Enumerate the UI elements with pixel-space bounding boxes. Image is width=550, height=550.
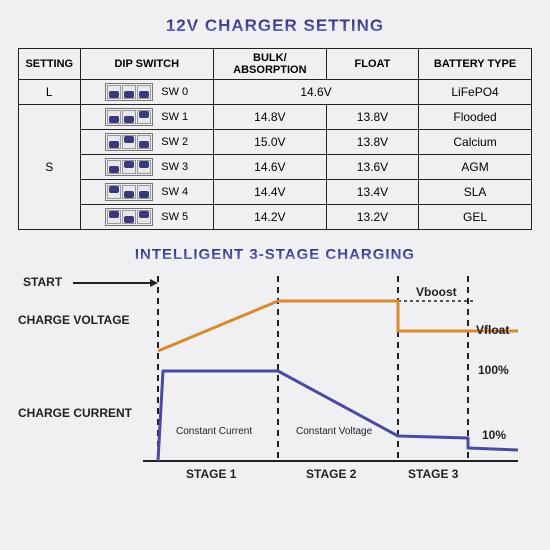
chart-title: INTELLIGENT 3-STAGE CHARGING xyxy=(18,246,532,263)
sw-label: SW 0 xyxy=(161,86,188,98)
float-cell: 13.6V xyxy=(326,155,418,180)
constant-voltage-label: Constant Voltage xyxy=(296,426,372,437)
float-cell: 13.2V xyxy=(326,205,418,230)
bulk-cell: 14.4V xyxy=(213,180,326,205)
vboost-label: Vboost xyxy=(416,285,457,299)
col-header: BATTERY TYPE xyxy=(419,49,532,80)
sw-label: SW 2 xyxy=(161,136,188,148)
bulk-cell: 14.6V xyxy=(213,155,326,180)
sw-label: SW 3 xyxy=(161,161,188,173)
charge-voltage-label: CHARGE VOLTAGE xyxy=(18,313,130,327)
pct-10-label: 10% xyxy=(482,428,506,442)
table-row: SSW 114.8V13.8VFlooded xyxy=(19,105,532,130)
battery-cell: GEL xyxy=(419,205,532,230)
table-row: L SW 0 14.6VLiFePO4 xyxy=(19,80,532,105)
battery-cell: AGM xyxy=(419,155,532,180)
constant-current-label: Constant Current xyxy=(176,426,252,437)
battery-cell: Calcium xyxy=(419,130,532,155)
charge-current-label: CHARGE CURRENT xyxy=(18,406,132,420)
stage-3-label: STAGE 3 xyxy=(408,467,458,481)
dip-switch-icon xyxy=(105,133,153,151)
dip-switch-icon xyxy=(105,158,153,176)
table-row: SW 4 14.4V13.4VSLA xyxy=(19,180,532,205)
bulk-cell: 14.2V xyxy=(213,205,326,230)
sw-label: SW 4 xyxy=(161,186,188,198)
dip-cell: SW 0 xyxy=(83,83,211,101)
sw-label: SW 5 xyxy=(161,211,188,223)
dip-switch-icon xyxy=(105,183,153,201)
battery-cell: SLA xyxy=(419,180,532,205)
bulk-cell: 15.0V xyxy=(213,130,326,155)
setting-cell: L xyxy=(19,80,81,105)
float-cell: 13.8V xyxy=(326,130,418,155)
bulk-cell: 14.8V xyxy=(213,105,326,130)
bulk-float-cell: 14.6V xyxy=(213,80,418,105)
charger-settings-table: SETTINGDIP SWITCHBULK/ ABSORPTIONFLOATBA… xyxy=(18,48,532,230)
table-row: SW 2 15.0V13.8VCalcium xyxy=(19,130,532,155)
col-header: SETTING xyxy=(19,49,81,80)
battery-cell: LiFePO4 xyxy=(419,80,532,105)
dip-switch-icon xyxy=(105,83,153,101)
battery-cell: Flooded xyxy=(419,105,532,130)
float-cell: 13.8V xyxy=(326,105,418,130)
dip-cell: SW 1 xyxy=(83,108,211,126)
dip-switch-icon xyxy=(105,108,153,126)
pct-100-label: 100% xyxy=(478,363,509,377)
dip-switch-icon xyxy=(105,208,153,226)
float-cell: 13.4V xyxy=(326,180,418,205)
dip-cell: SW 2 xyxy=(83,133,211,151)
sw-label: SW 1 xyxy=(161,111,188,123)
table-row: SW 3 14.6V13.6VAGM xyxy=(19,155,532,180)
dip-cell: SW 3 xyxy=(83,158,211,176)
table-row: SW 5 14.2V13.2VGEL xyxy=(19,205,532,230)
setting-cell: S xyxy=(19,105,81,230)
table-title: 12V CHARGER SETTING xyxy=(18,16,532,36)
col-header: FLOAT xyxy=(326,49,418,80)
vfloat-label: Vfloat xyxy=(476,323,509,337)
dip-cell: SW 4 xyxy=(83,183,211,201)
charging-chart: START CHARGE VOLTAGE CHARGE CURRENT Vboo… xyxy=(18,271,532,491)
col-header: DIP SWITCH xyxy=(80,49,213,80)
stage-2-label: STAGE 2 xyxy=(306,467,356,481)
stage-1-label: STAGE 1 xyxy=(186,467,236,481)
start-label: START xyxy=(23,275,62,289)
dip-cell: SW 5 xyxy=(83,208,211,226)
col-header: BULK/ ABSORPTION xyxy=(213,49,326,80)
